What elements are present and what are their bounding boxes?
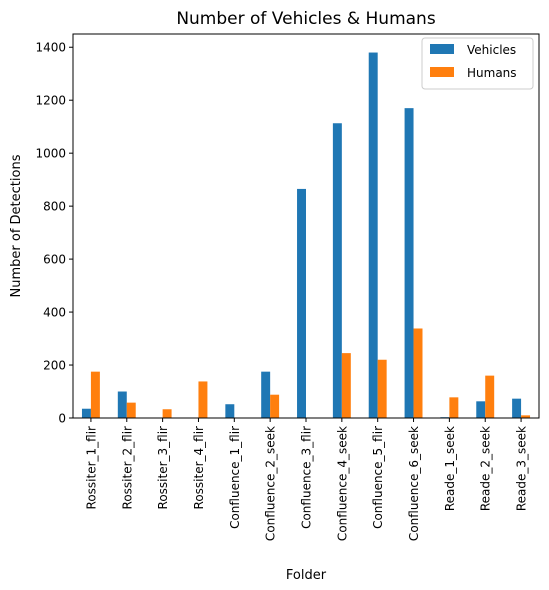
bar-humans-reade-1-seek [449, 397, 459, 418]
y-tick-label: 600 [43, 253, 66, 267]
legend-swatch-humans [430, 67, 454, 77]
y-tick-label: 1400 [35, 41, 66, 55]
legend-swatch-vehicles [430, 44, 454, 54]
x-tick-label: Confluence_1_flir [228, 426, 242, 529]
y-tick-label: 200 [43, 359, 66, 373]
x-axis: Rossiter_1_flir Rossiter_2_flir Rossiter_3… [84, 418, 529, 541]
bar-humans-rossiter-4-flir [198, 381, 208, 418]
y-axis: 0 200 400 600 800 1000 1200 1400 [35, 41, 73, 426]
bar-humans-rossiter-3-flir [162, 409, 172, 418]
x-tick-label: Confluence_5_flir [371, 426, 385, 529]
bar-humans-reade-2-seek [485, 375, 495, 418]
chart-title: Number of Vehicles & Humans [176, 9, 436, 29]
bars-layer [81, 52, 531, 419]
bar-humans-reade-3-seek [521, 415, 531, 418]
bar-humans-rossiter-1-flir [90, 371, 100, 418]
y-tick-label: 0 [58, 412, 66, 426]
x-tick-label: Rossiter_1_flir [84, 426, 98, 510]
x-axis-label: Folder [286, 568, 327, 583]
x-tick-label: Rossiter_2_flir [120, 426, 134, 510]
bar-humans-confluence-6-seek [413, 328, 423, 418]
bar-vehicles-confluence-2-seek [261, 371, 271, 418]
x-tick-label: Reade_2_seek [479, 426, 493, 511]
y-axis-label: Number of Detections [9, 154, 24, 297]
x-tick-label: Rossiter_3_flir [156, 426, 170, 510]
x-tick-label: Rossiter_4_flir [192, 426, 206, 510]
bar-vehicles-confluence-4-seek [332, 123, 342, 418]
bar-humans-confluence-5-flir [377, 359, 387, 418]
bar-humans-confluence-4-seek [341, 353, 351, 418]
bar-vehicles-confluence-1-flir [225, 404, 235, 418]
bar-vehicles-confluence-6-seek [404, 108, 414, 419]
bar-vehicles-reade-3-seek [512, 398, 522, 418]
x-tick-label: Reade_1_seek [443, 426, 457, 511]
bar-humans-confluence-2-seek [270, 394, 280, 418]
x-tick-label: Confluence_4_seek [335, 426, 349, 541]
y-tick-label: 400 [43, 306, 66, 320]
x-tick-label: Confluence_6_seek [407, 426, 421, 541]
y-tick-label: 1000 [35, 147, 66, 161]
bar-vehicles-confluence-3-flir [297, 188, 306, 418]
bar-humans-rossiter-2-flir [126, 402, 136, 418]
y-tick-label: 800 [43, 200, 66, 214]
legend-label-vehicles: Vehicles [467, 43, 516, 57]
x-tick-label: Confluence_3_flir [300, 426, 314, 529]
bar-vehicles-rossiter-2-flir [117, 391, 127, 418]
x-tick-label: Confluence_2_seek [264, 426, 278, 541]
y-tick-label: 1200 [35, 94, 66, 108]
legend: Vehicles Humans [421, 37, 534, 90]
legend-label-humans: Humans [467, 66, 517, 80]
x-tick-label: Reade_3_seek [515, 426, 529, 511]
bar-vehicles-reade-2-seek [476, 401, 486, 418]
bar-vehicles-confluence-5-flir [368, 52, 378, 418]
bar-vehicles-rossiter-1-flir [81, 408, 91, 418]
